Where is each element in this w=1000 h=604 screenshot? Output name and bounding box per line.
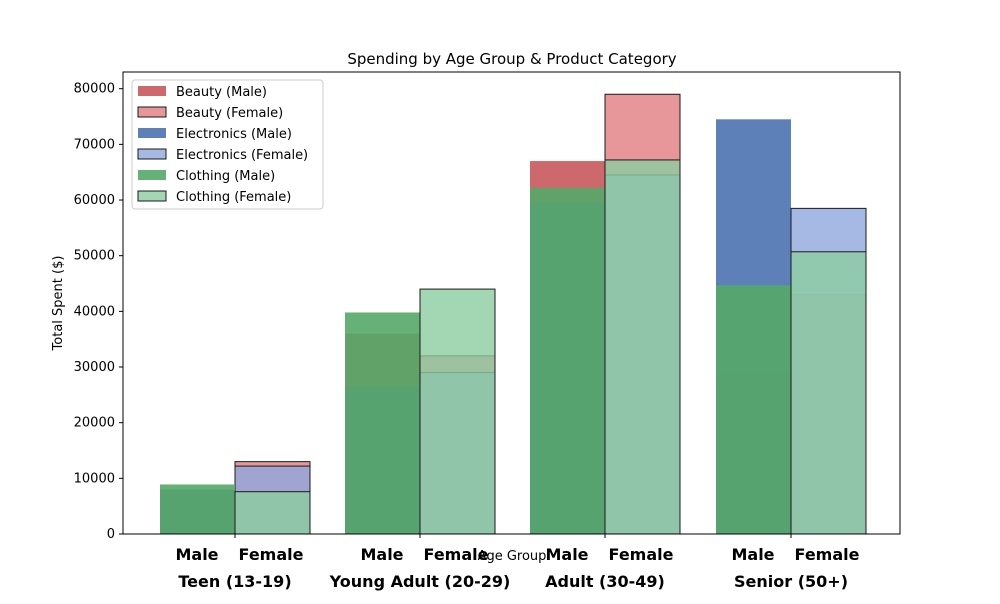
y-axis: 0 10000 20000 30000 40000 50000 60000 70000 8000… xyxy=(74,82,123,542)
y-tick-label: 0 xyxy=(107,527,115,542)
legend-entry-label: Beauty (Female) xyxy=(176,106,283,121)
gender-label-male: Male xyxy=(731,545,774,564)
legend-entry-label: Clothing (Female) xyxy=(176,190,291,205)
category-label: Adult (30-49) xyxy=(545,572,665,591)
bar-clothing-male xyxy=(345,312,420,534)
x-axis-label: Age Group xyxy=(478,549,547,564)
legend-swatch xyxy=(137,106,167,118)
y-axis-label: Total Spent ($) xyxy=(51,256,66,352)
bar-clothing-female xyxy=(790,251,867,535)
plot-frame xyxy=(122,71,901,535)
bar-clothing-male xyxy=(530,187,605,534)
legend-swatch xyxy=(137,190,167,202)
legend: Beauty (Male) Beauty (Female) Electronics … xyxy=(131,79,324,210)
bar-clothing-female xyxy=(419,288,496,535)
y-tick-label: 40000 xyxy=(74,304,115,319)
gender-label-male: Male xyxy=(545,545,588,564)
y-tick-label: 20000 xyxy=(74,416,115,431)
category-label: Teen (13-19) xyxy=(178,572,291,591)
y-tick-label: 30000 xyxy=(74,360,115,375)
legend-entry-label: Electronics (Female) xyxy=(176,148,308,163)
y-tick-label: 60000 xyxy=(74,193,115,208)
legend-entry-label: Clothing (Male) xyxy=(176,169,275,184)
gender-label-female: Female xyxy=(239,545,304,564)
gender-label-female: Female xyxy=(795,545,860,564)
legend-swatch xyxy=(138,170,166,180)
y-tick-label: 80000 xyxy=(74,82,115,97)
legend-box xyxy=(131,79,324,210)
y-tick-label: 50000 xyxy=(74,249,115,264)
gender-label-male: Male xyxy=(360,545,403,564)
category-label: Senior (50+) xyxy=(734,572,848,591)
chart-title: Spending by Age Group & Product Category xyxy=(347,50,676,68)
gender-label-female: Female xyxy=(424,545,489,564)
gender-label-male: Male xyxy=(175,545,218,564)
gender-label-female: Female xyxy=(609,545,674,564)
x-axis: Male Female Teen (13-19) Male Female Young Ad… xyxy=(175,534,860,591)
y-tick-label: 70000 xyxy=(74,137,115,152)
bar-clothing-male xyxy=(716,285,791,534)
y-tick-label: 10000 xyxy=(74,471,115,486)
legend-entry-label: Electronics (Male) xyxy=(176,127,292,142)
bar-clothing-female xyxy=(234,491,311,535)
legend-entry-label: Beauty (Male) xyxy=(176,85,267,100)
bar-clothing-female xyxy=(604,159,681,535)
bar-clothing-male xyxy=(160,484,235,534)
category-label: Young Adult (20-29) xyxy=(329,572,511,591)
bars-layer xyxy=(160,93,867,535)
legend-swatch xyxy=(138,128,166,138)
legend-swatch xyxy=(138,86,166,96)
legend-swatch xyxy=(137,148,167,160)
